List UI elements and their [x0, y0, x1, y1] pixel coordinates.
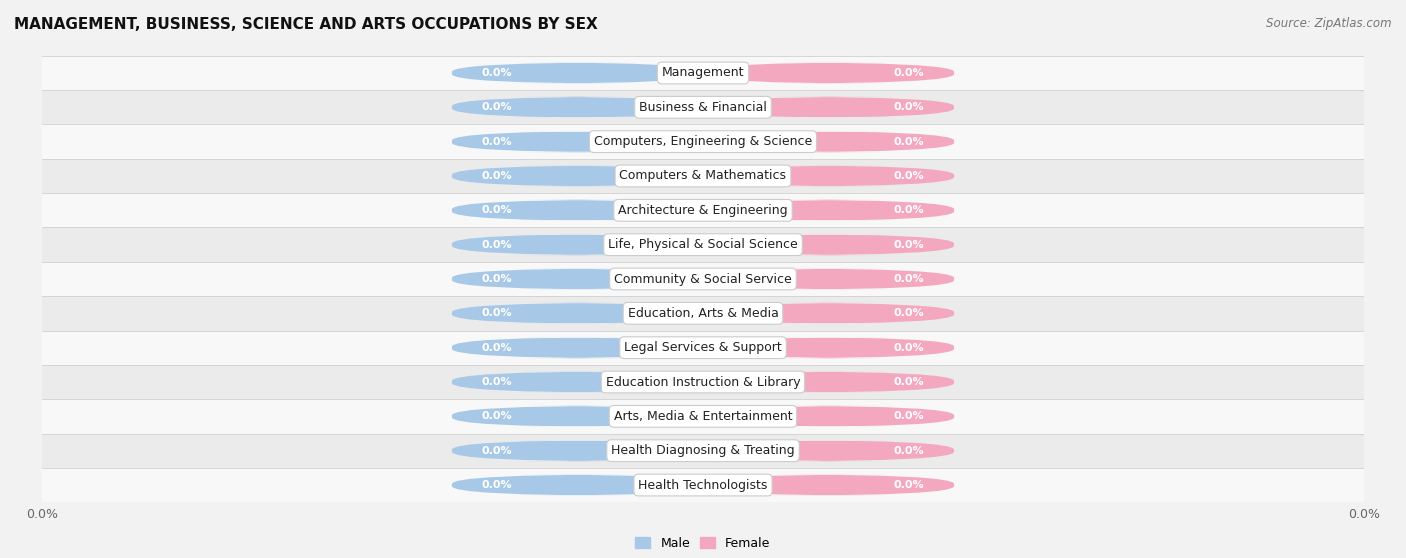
FancyBboxPatch shape [451, 337, 703, 358]
FancyBboxPatch shape [451, 268, 703, 290]
Text: 0.0%: 0.0% [482, 309, 512, 318]
Legend: Male, Female: Male, Female [636, 537, 770, 550]
Text: 0.0%: 0.0% [894, 446, 924, 456]
Text: 0.0%: 0.0% [482, 411, 512, 421]
FancyBboxPatch shape [451, 406, 703, 427]
FancyBboxPatch shape [703, 234, 955, 256]
FancyBboxPatch shape [703, 268, 955, 290]
Text: 0.0%: 0.0% [894, 171, 924, 181]
Text: 0.0%: 0.0% [894, 68, 924, 78]
Text: 0.0%: 0.0% [482, 240, 512, 249]
FancyBboxPatch shape [703, 131, 955, 152]
Text: Architecture & Engineering: Architecture & Engineering [619, 204, 787, 217]
Bar [42, 330, 1364, 365]
Text: Life, Physical & Social Science: Life, Physical & Social Science [609, 238, 797, 251]
FancyBboxPatch shape [451, 200, 703, 221]
Bar [42, 193, 1364, 228]
FancyBboxPatch shape [703, 62, 955, 84]
Bar [42, 159, 1364, 193]
FancyBboxPatch shape [703, 440, 955, 461]
Bar [42, 365, 1364, 399]
FancyBboxPatch shape [451, 62, 703, 84]
Text: 0.0%: 0.0% [894, 480, 924, 490]
Text: Computers, Engineering & Science: Computers, Engineering & Science [593, 135, 813, 148]
Text: Legal Services & Support: Legal Services & Support [624, 341, 782, 354]
Text: 0.0%: 0.0% [894, 137, 924, 147]
FancyBboxPatch shape [703, 302, 955, 324]
Bar [42, 56, 1364, 90]
FancyBboxPatch shape [703, 406, 955, 427]
Text: 0.0%: 0.0% [894, 205, 924, 215]
Text: Education Instruction & Library: Education Instruction & Library [606, 376, 800, 388]
Text: 0.0%: 0.0% [482, 480, 512, 490]
Text: Source: ZipAtlas.com: Source: ZipAtlas.com [1267, 17, 1392, 30]
Text: 0.0%: 0.0% [482, 68, 512, 78]
Text: 0.0%: 0.0% [482, 171, 512, 181]
FancyBboxPatch shape [703, 165, 955, 186]
Text: 0.0%: 0.0% [482, 446, 512, 456]
FancyBboxPatch shape [703, 372, 955, 393]
FancyBboxPatch shape [451, 474, 703, 496]
Bar [42, 468, 1364, 502]
FancyBboxPatch shape [451, 440, 703, 461]
FancyBboxPatch shape [451, 131, 703, 152]
Text: 0.0%: 0.0% [482, 343, 512, 353]
FancyBboxPatch shape [451, 372, 703, 393]
Text: 0.0%: 0.0% [482, 377, 512, 387]
FancyBboxPatch shape [451, 302, 703, 324]
Text: Computers & Mathematics: Computers & Mathematics [620, 170, 786, 182]
Bar [42, 399, 1364, 434]
Text: 0.0%: 0.0% [894, 309, 924, 318]
Text: Health Technologists: Health Technologists [638, 479, 768, 492]
FancyBboxPatch shape [451, 97, 703, 118]
Text: Health Diagnosing & Treating: Health Diagnosing & Treating [612, 444, 794, 457]
FancyBboxPatch shape [451, 165, 703, 186]
Text: 0.0%: 0.0% [894, 274, 924, 284]
Text: 0.0%: 0.0% [894, 343, 924, 353]
FancyBboxPatch shape [703, 337, 955, 358]
FancyBboxPatch shape [451, 234, 703, 256]
FancyBboxPatch shape [703, 200, 955, 221]
Text: Community & Social Service: Community & Social Service [614, 272, 792, 286]
Text: 0.0%: 0.0% [482, 102, 512, 112]
Text: Arts, Media & Entertainment: Arts, Media & Entertainment [613, 410, 793, 423]
Text: MANAGEMENT, BUSINESS, SCIENCE AND ARTS OCCUPATIONS BY SEX: MANAGEMENT, BUSINESS, SCIENCE AND ARTS O… [14, 17, 598, 32]
FancyBboxPatch shape [703, 474, 955, 496]
FancyBboxPatch shape [703, 97, 955, 118]
Text: 0.0%: 0.0% [482, 205, 512, 215]
Text: 0.0%: 0.0% [482, 274, 512, 284]
Text: 0.0%: 0.0% [894, 102, 924, 112]
Bar [42, 296, 1364, 330]
Text: Education, Arts & Media: Education, Arts & Media [627, 307, 779, 320]
Text: 0.0%: 0.0% [894, 411, 924, 421]
Bar [42, 228, 1364, 262]
Text: 0.0%: 0.0% [482, 137, 512, 147]
Bar [42, 90, 1364, 124]
Bar [42, 262, 1364, 296]
Text: Management: Management [662, 66, 744, 79]
Text: 0.0%: 0.0% [894, 377, 924, 387]
Text: Business & Financial: Business & Financial [640, 101, 766, 114]
Bar [42, 434, 1364, 468]
Text: 0.0%: 0.0% [894, 240, 924, 249]
Bar [42, 124, 1364, 159]
